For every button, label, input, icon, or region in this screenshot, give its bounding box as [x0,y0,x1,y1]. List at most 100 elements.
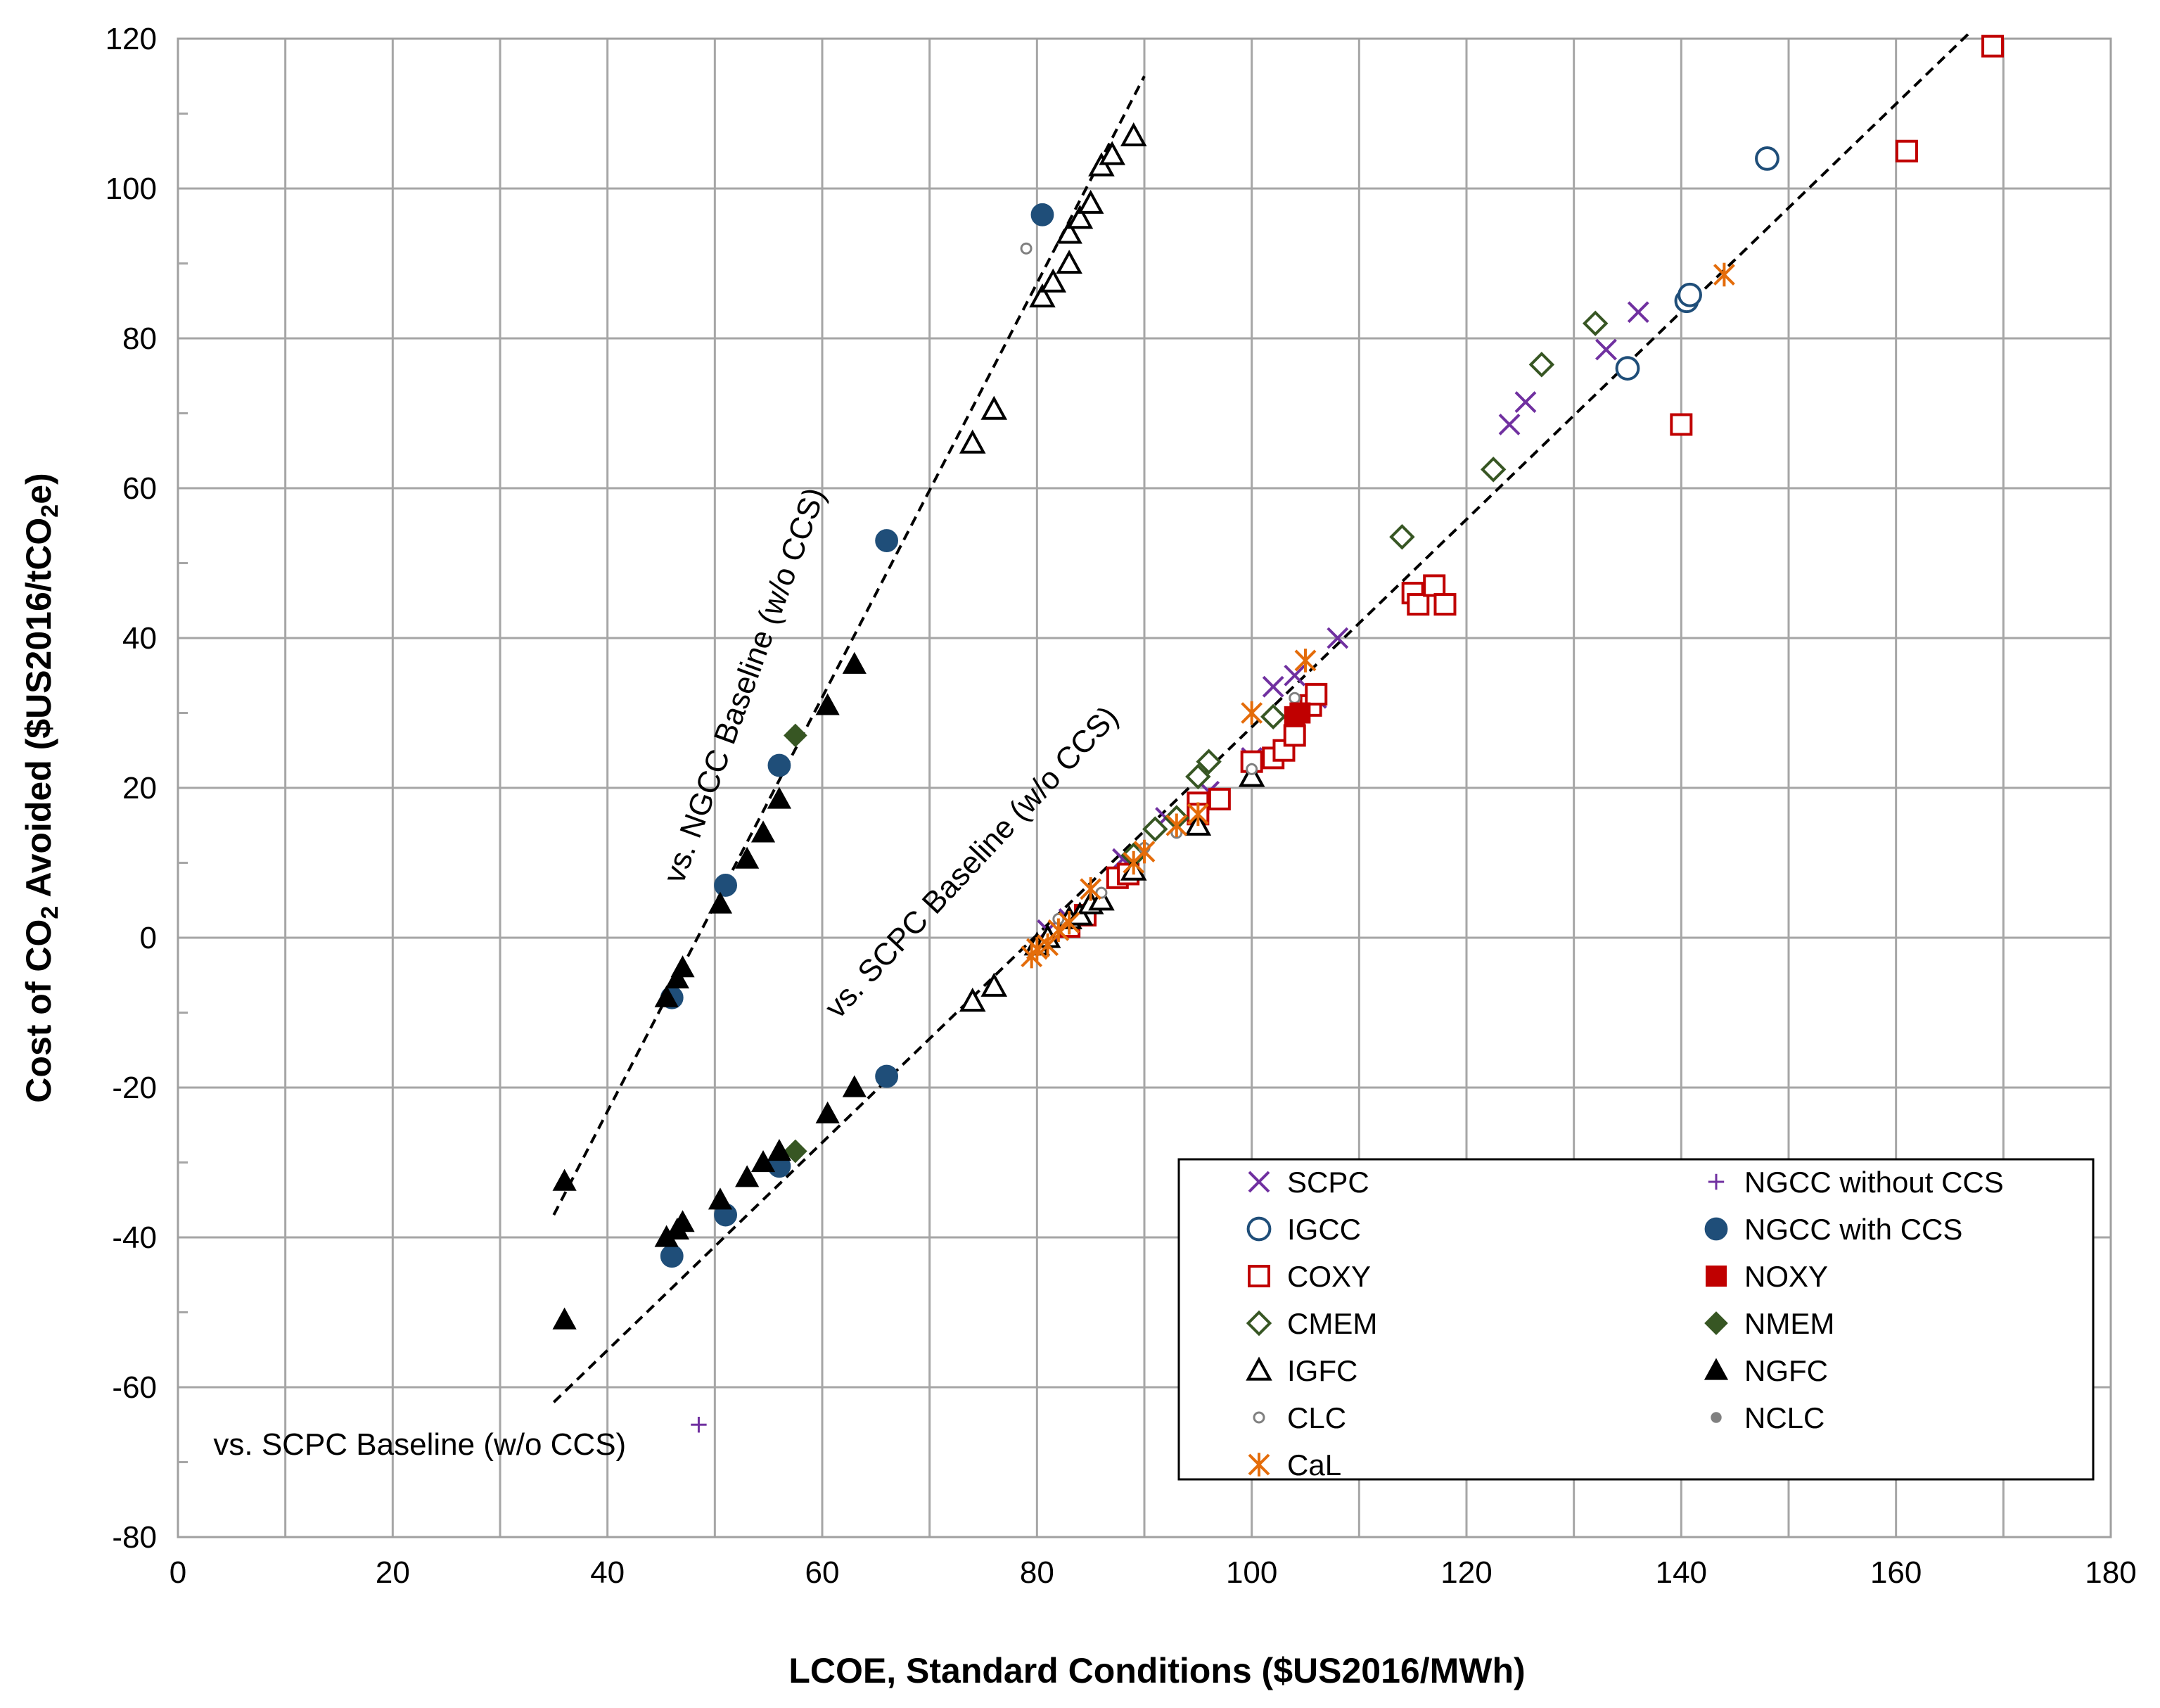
data-point [1066,205,1094,229]
data-point [1670,413,1693,436]
series-nmem [784,723,807,1164]
legend-box [1177,1158,2095,1481]
data-point [1120,122,1147,147]
data-point [1208,787,1231,810]
series-coxy [1058,34,2005,938]
x-tick-label: 40 [590,1555,625,1590]
data-point [654,985,679,1007]
trendline [552,30,1972,1403]
x-tick-label: 60 [805,1555,840,1590]
legend-label: CMEM [1287,1307,1377,1340]
data-point [1020,242,1033,255]
legend-entry-cal: CaL [1248,1448,1341,1481]
trendlines [552,30,1972,1403]
data-point [767,786,792,809]
data-point [1677,282,1702,307]
legend-entry-coxy: COXY [1248,1260,1371,1293]
legend-entry-igcc: IGCC [1246,1213,1361,1246]
x-tick-label: 0 [170,1555,186,1590]
data-point [1040,268,1067,293]
x-tick-label: 100 [1226,1555,1277,1590]
data-point [1165,813,1188,838]
legend-entry-nclc: NCLC [1711,1401,1825,1434]
data-point [708,1187,733,1210]
data-point [767,1139,792,1161]
data-point [1077,189,1104,214]
y-tick-label: 80 [122,321,157,356]
data-point [1627,301,1649,324]
x-tick-labels: 0 20 40 60 80 100 120 140 160 180 [170,1555,2137,1590]
data-point [1294,649,1317,673]
data-point [714,874,737,897]
data-point [708,891,733,914]
trendline [552,75,1146,1216]
legend-label: NCLC [1744,1401,1825,1434]
data-point [815,693,840,715]
legend-label: NGCC with CCS [1744,1213,1962,1246]
legend-entry-igfc: IGFC [1246,1354,1357,1387]
data-point [1433,593,1457,616]
data-point [1713,262,1735,287]
data-point [1615,356,1640,381]
data-point [1514,391,1537,413]
data-point [1095,886,1108,899]
data-point [1196,748,1222,775]
data-point [750,820,776,843]
x-tick-label: 140 [1656,1555,1707,1590]
data-point [1187,802,1209,827]
y-tick-label: -40 [112,1221,157,1255]
x-tick-label: 80 [1020,1555,1054,1590]
minor-ticks [178,113,188,1463]
data-points [552,34,2005,1433]
series-igcc [1615,146,1779,381]
data-point [735,1165,760,1187]
data-point [552,1168,577,1191]
y-tick-label: 20 [122,771,157,805]
y-tick-label: 120 [106,22,157,56]
y-axis-title-sub2: 2 [37,504,63,518]
data-point [980,395,1008,420]
legend-marker [1711,1412,1722,1423]
series-cmem [1120,310,1609,869]
y-tick-label: -80 [112,1520,157,1555]
y-tick-labels: -80 -60 -40 -20 0 20 40 60 80 100 120 [106,22,157,1555]
data-point [1262,675,1284,698]
plot-area-border [177,37,2112,1538]
data-point [1389,523,1415,550]
series-ngfc [552,651,867,1330]
legend-label: IGCC [1287,1213,1361,1246]
legend-marker [1246,1356,1272,1381]
data-point [842,651,867,674]
data-point [665,967,689,989]
data-point [1030,203,1054,227]
data-point [842,1075,867,1097]
data-point [1058,910,1080,935]
legend-marker [1248,1453,1270,1477]
legend-label: SCPC [1287,1166,1369,1199]
data-point [959,429,986,454]
data-point [1260,703,1286,730]
data-point [1246,763,1258,775]
y-axis-title-part1: Cost of CO [19,919,58,1103]
data-point [1080,877,1102,901]
data-point [1582,310,1609,336]
data-point [735,846,760,869]
data-point [980,972,1008,997]
legend-entry-cmem: CMEM [1246,1307,1377,1340]
legend-label: CLC [1287,1401,1346,1434]
data-point [1142,816,1168,842]
x-tick-label: 180 [2085,1555,2136,1590]
y-tick-label: 60 [122,471,157,506]
legend-marker [1248,1171,1270,1193]
legend-label: NGCC without CCS [1744,1166,2004,1199]
data-point [1480,457,1507,483]
legend-marker [1704,1358,1729,1380]
data-point [1056,249,1082,274]
legend-label: CaL [1287,1448,1341,1481]
data-point [1327,627,1349,649]
y-tick-label: -60 [112,1370,157,1405]
data-point [1595,338,1617,361]
data-point [1981,34,2005,58]
data-point [815,1101,840,1123]
